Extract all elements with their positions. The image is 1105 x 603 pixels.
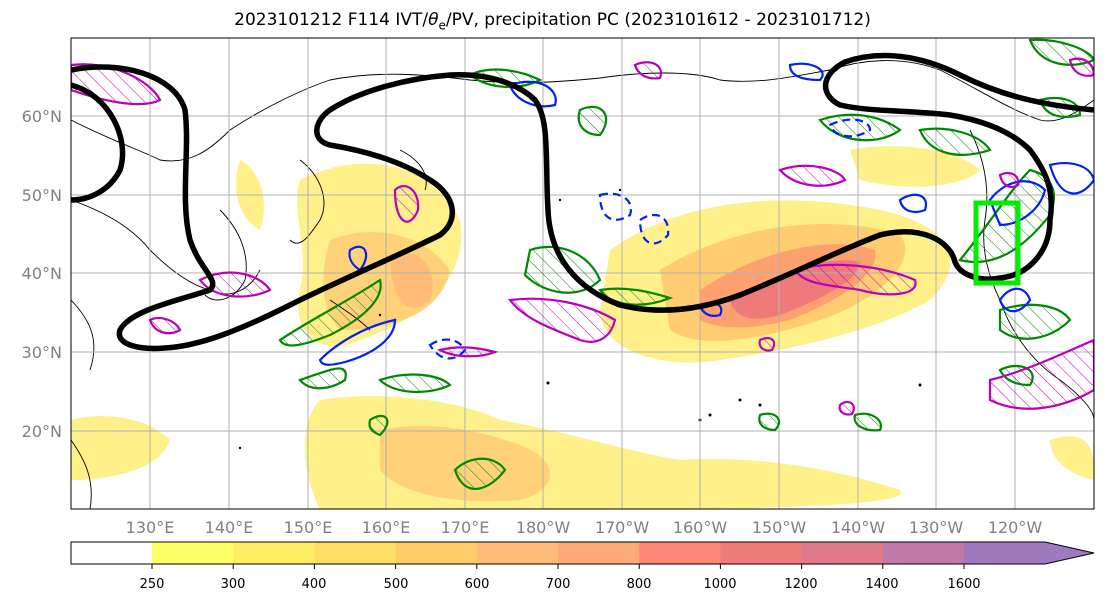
colorbar-segment [801,542,884,564]
lon-label: 170°W [595,518,650,537]
colorbar-segment [314,542,397,564]
lon-label: 160°W [673,518,728,537]
title-prefix: 2023101212 F114 IVT/ [234,10,429,30]
lat-label: 50°N [22,186,62,205]
lat-label: 40°N [22,264,62,283]
colorbar-label: 1600 [947,577,980,592]
colorbar-label: 800 [627,577,652,592]
lon-label: 180°W [516,518,571,537]
lat-labels: 60°N 50°N 40°N 30°N 20°N [22,107,62,441]
ivt-contours [71,52,1094,352]
theta-positive-contours [278,38,1094,490]
colorbar-label: 1400 [865,577,898,592]
colorbar-segments [152,542,1045,564]
colorbar-segment [964,542,1045,564]
lon-label: 170°E [441,518,490,537]
lon-label: 140°W [831,518,886,537]
lat-label: 30°N [22,343,62,362]
title-theta: θ [428,10,439,30]
colorbar-label: 600 [465,577,490,592]
colorbar-outline [70,541,1095,565]
colorbar-segment [558,542,640,564]
colorbar-label: 400 [302,577,327,592]
colorbar-segment [233,542,315,564]
colorbar-extend-arrow [1045,542,1094,564]
lon-label: 130°W [909,518,964,537]
colorbar-segment [476,542,559,564]
colorbar-segment [395,542,478,564]
colorbar-segment [720,542,803,564]
lon-labels: 130°E 140°E 150°E 160°E 170°E 180°W 170°… [126,518,1043,537]
lon-label: 120°W [988,518,1043,537]
islands [238,188,922,450]
lat-label: 60°N [22,107,62,126]
lon-label: 150°E [284,518,333,537]
colorbar-label: 300 [221,577,246,592]
colorbar-labels: 250 300 400 500 600 700 800 1000 1200 14… [140,577,981,592]
colorbar-label: 1200 [784,577,817,592]
colorbar-label: 1000 [703,577,736,592]
colorbar-label: 500 [384,577,409,592]
lon-label: 140°E [205,518,254,537]
region-box [973,200,1021,286]
lon-label: 150°W [752,518,807,537]
lat-label: 20°N [22,422,62,441]
map-border [70,37,1095,510]
colorbar-segment [882,542,965,564]
title-suffix: /PV, precipitation PC (2023101612 - 2023… [445,10,871,30]
colorbar-label: 250 [140,577,165,592]
map-title: 2023101212 F114 IVT/θe/PV, precipitation… [0,10,1105,32]
colorbar: 250 300 400 500 600 700 800 1000 1200 14… [70,541,1095,592]
title-sub: e [438,18,446,33]
lon-label: 160°E [362,518,411,537]
colorbar-ticks [151,564,965,569]
colorbar-label: 700 [546,577,571,592]
colorbar-segment-below [71,542,152,564]
pv-contours [71,57,1094,416]
lon-label: 130°E [126,518,175,537]
map-content [71,38,1094,509]
colorbar-segment [639,542,721,564]
colorbar-segment [152,542,234,564]
